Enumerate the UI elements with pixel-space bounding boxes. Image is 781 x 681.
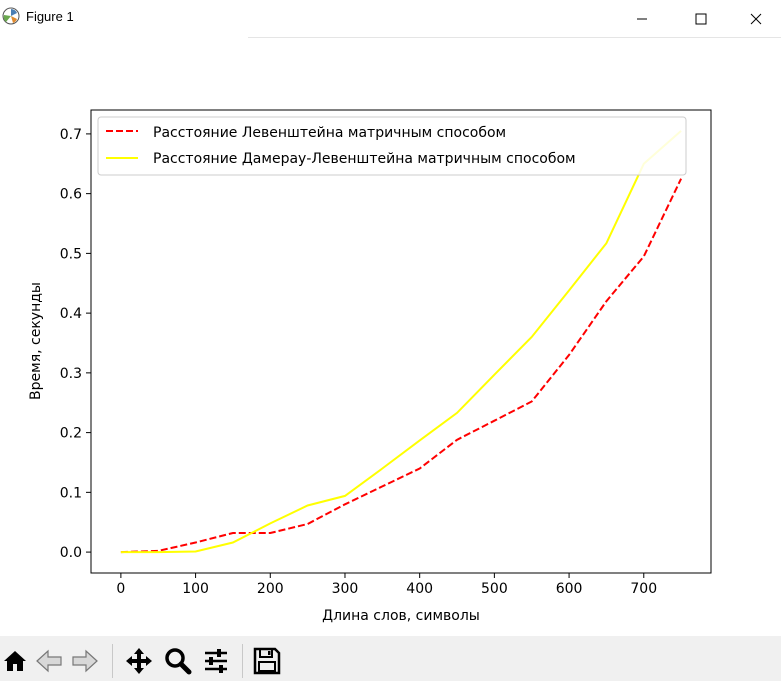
x-tick-label: 200 bbox=[257, 581, 284, 597]
pan-button[interactable] bbox=[124, 646, 154, 676]
legend-label-damerau-levenshtein: Расстояние Дамерау-Левенштейна матричным… bbox=[153, 151, 576, 167]
x-tick-label: 0 bbox=[116, 581, 125, 597]
x-tick-label: 300 bbox=[332, 581, 359, 597]
series-line-1 bbox=[120, 130, 682, 554]
y-tick-label: 0.1 bbox=[60, 485, 82, 501]
home-button[interactable] bbox=[0, 646, 30, 676]
figure-canvas[interactable]: 0 100 200 300 400 500 600 700 0.0 0.1 0.2 0.3 0.4 0.… bbox=[0, 38, 781, 636]
configure-subplots-button[interactable] bbox=[201, 646, 231, 676]
back-button[interactable] bbox=[34, 646, 64, 676]
back-arrow-icon bbox=[36, 649, 62, 673]
zoom-icon bbox=[165, 648, 192, 675]
x-tick-label: 500 bbox=[481, 581, 508, 597]
plot-area bbox=[90, 109, 712, 574]
minimize-icon bbox=[637, 18, 647, 19]
forward-arrow-icon bbox=[72, 649, 98, 673]
titlebar-divider bbox=[248, 37, 781, 38]
chart-svg: 0 100 200 300 400 500 600 700 0.0 0.1 0.2 0.3 0.4 0.… bbox=[28, 109, 712, 624]
y-tick-label: 0.2 bbox=[60, 426, 82, 442]
configure-subplots-icon bbox=[205, 649, 227, 673]
series-line-0 bbox=[120, 178, 683, 554]
x-tick-label: 400 bbox=[406, 581, 433, 597]
home-icon bbox=[4, 651, 26, 671]
maximize-icon bbox=[695, 13, 707, 24]
x-tick-label: 700 bbox=[630, 581, 657, 597]
y-tick-label: 0.0 bbox=[60, 545, 82, 561]
y-tick-label: 0.5 bbox=[60, 246, 82, 262]
maximize-button[interactable] bbox=[678, 0, 724, 37]
navigation-toolbar bbox=[0, 636, 781, 681]
legend-label-levenshtein: Расстояние Левенштейна матричным способо… bbox=[153, 125, 506, 141]
toolbar-divider bbox=[112, 644, 113, 678]
zoom-button[interactable] bbox=[163, 646, 193, 676]
matplotlib-logo-icon bbox=[2, 7, 20, 25]
minimize-button[interactable] bbox=[619, 0, 665, 37]
window-title: Figure 1 bbox=[26, 9, 74, 24]
forward-button[interactable] bbox=[70, 646, 100, 676]
window-titlebar: Figure 1 bbox=[0, 0, 781, 37]
save-button[interactable] bbox=[252, 646, 282, 676]
pan-icon bbox=[126, 648, 152, 674]
x-tick-label: 600 bbox=[556, 581, 583, 597]
y-tick-label: 0.6 bbox=[60, 187, 82, 203]
legend: Расстояние Левенштейна матричным способо… bbox=[97, 116, 687, 176]
save-icon bbox=[253, 647, 281, 675]
y-tick-label: 0.3 bbox=[60, 366, 82, 382]
x-tick-label: 100 bbox=[182, 581, 209, 597]
x-axis-label: Длина слов, символы bbox=[322, 608, 480, 624]
legend-box bbox=[97, 116, 687, 176]
y-tick-label: 0.7 bbox=[60, 127, 82, 143]
close-icon bbox=[750, 13, 762, 24]
y-tick-label: 0.4 bbox=[60, 306, 82, 322]
y-axis-label: Время, секунды bbox=[28, 282, 44, 400]
close-button[interactable] bbox=[733, 0, 779, 37]
toolbar-divider bbox=[242, 644, 243, 678]
